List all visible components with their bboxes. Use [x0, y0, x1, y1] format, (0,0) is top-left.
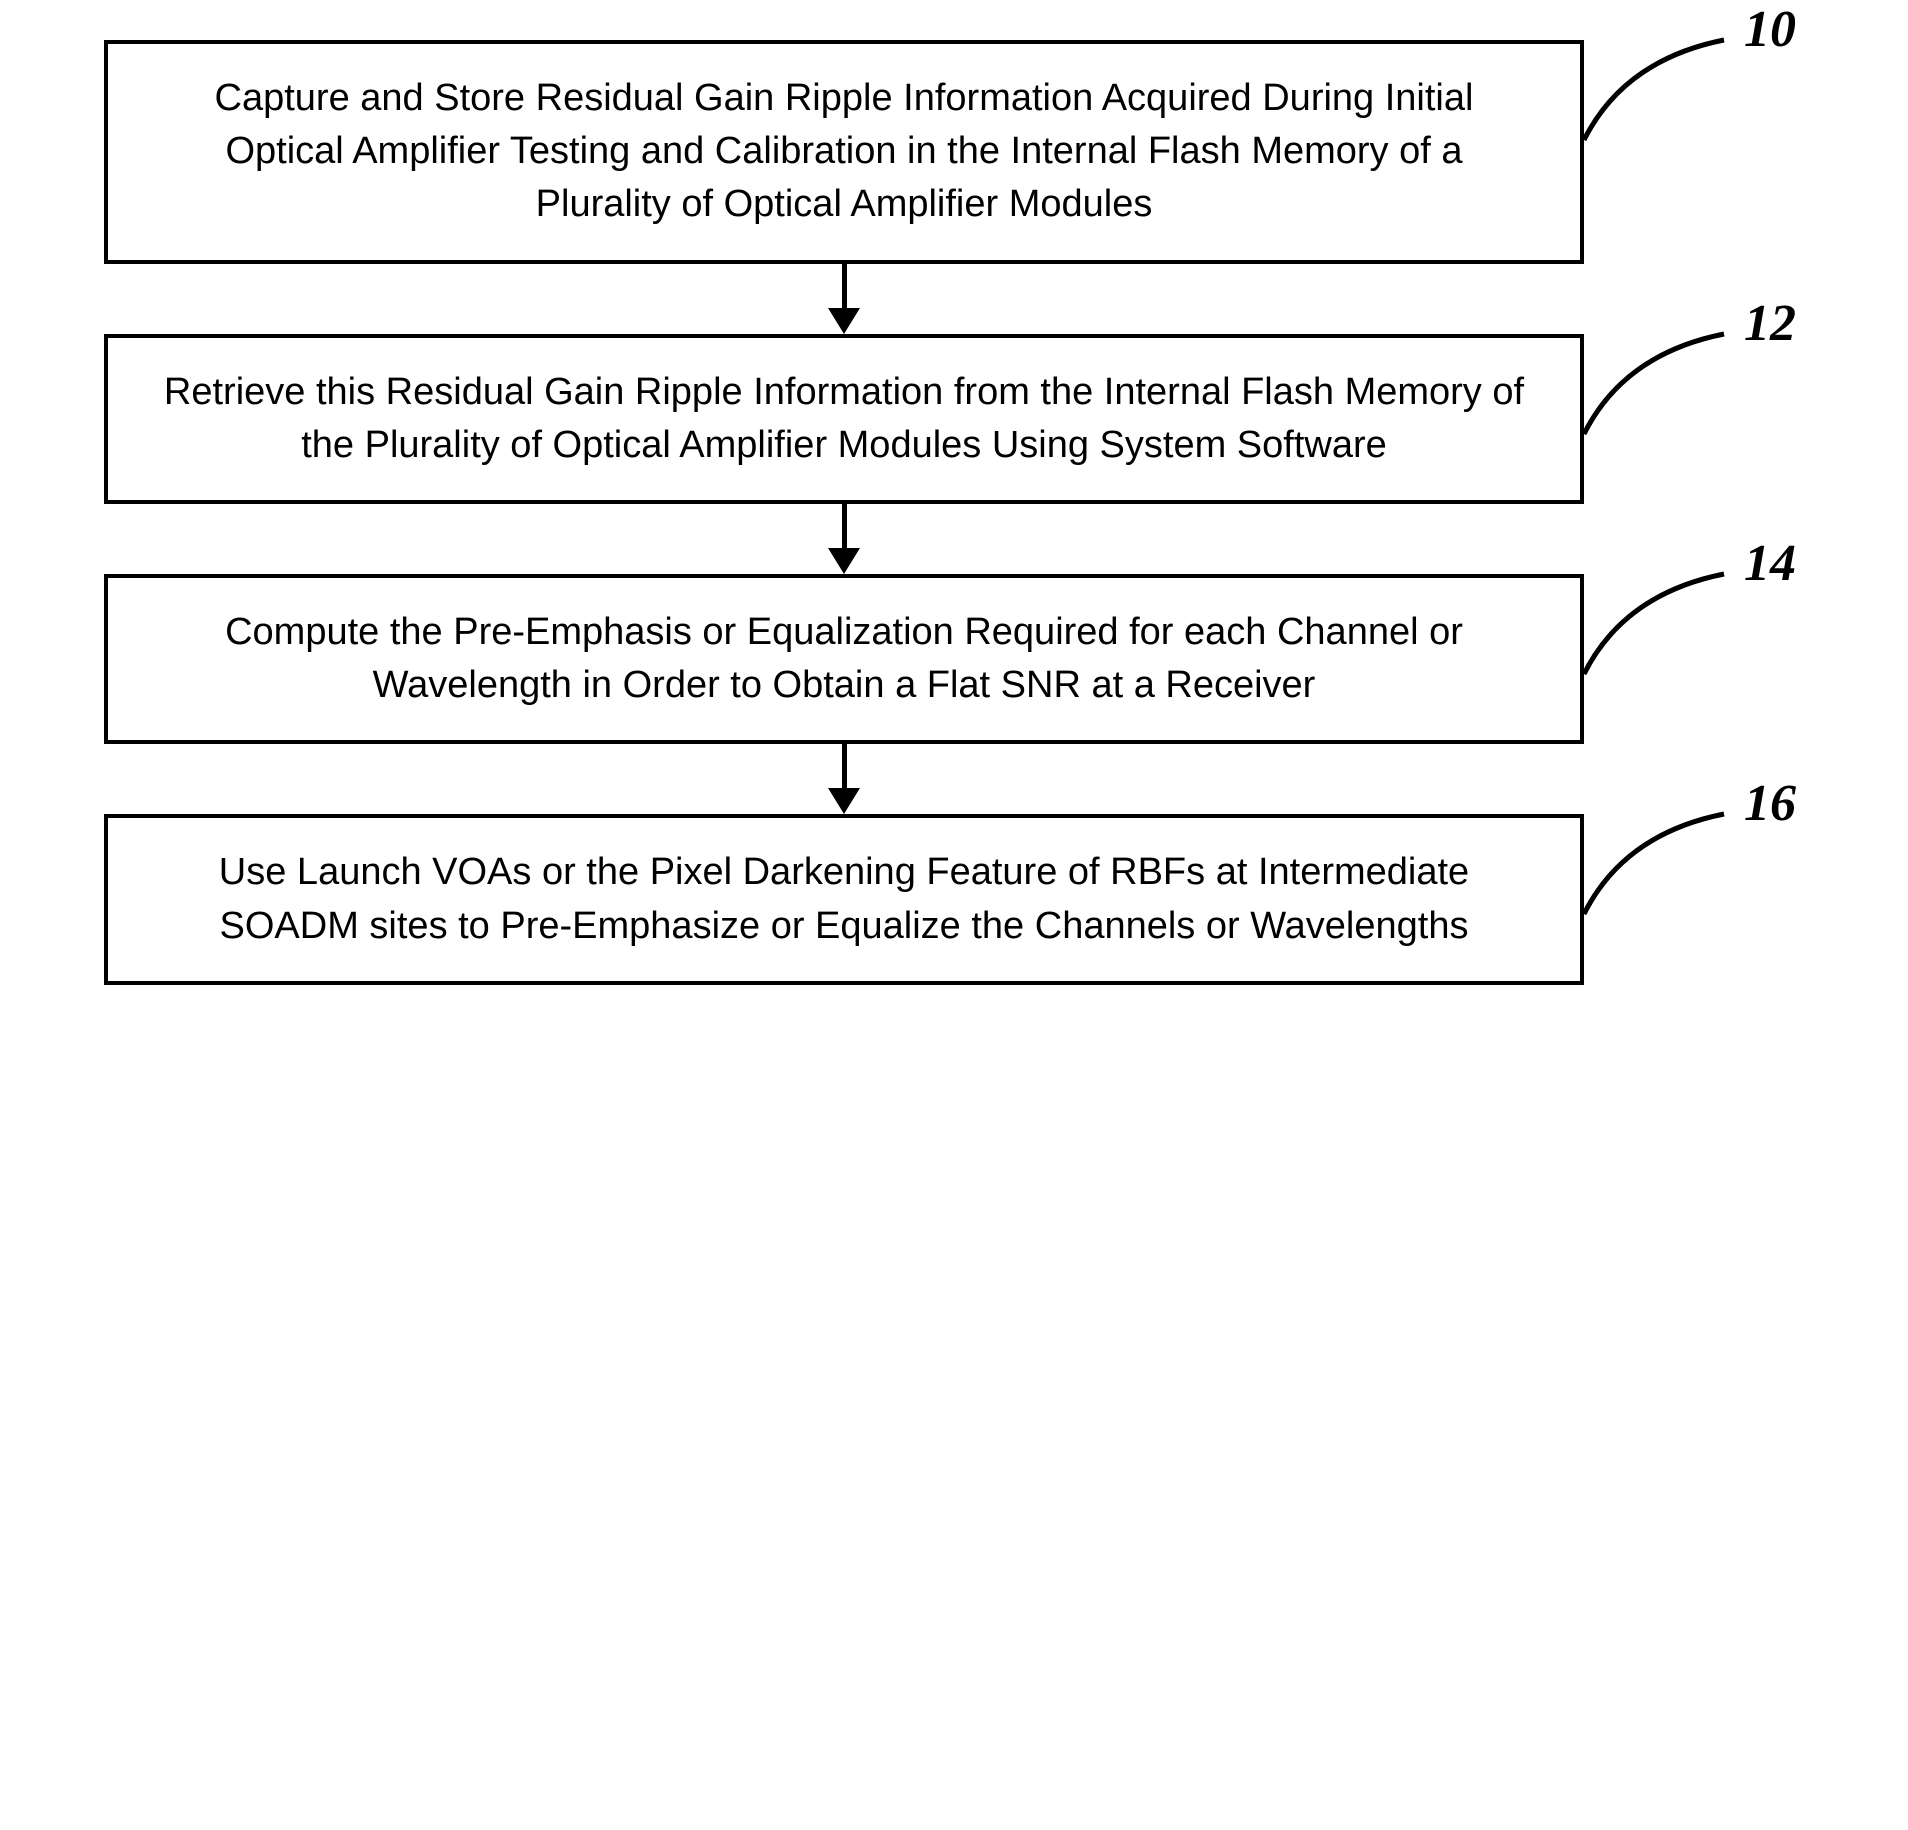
step-1-box: Capture and Store Residual Gain Ripple I… — [104, 40, 1584, 264]
label-3: 14 — [1744, 534, 1796, 593]
step-2-text: Retrieve this Residual Gain Ripple Infor… — [164, 371, 1524, 466]
arrow-3 — [104, 744, 1584, 814]
arrow-3-line — [842, 744, 847, 794]
step-4-box: Use Launch VOAs or the Pixel Darkening F… — [104, 814, 1584, 984]
curve-3 — [1564, 554, 1764, 684]
arrow-2 — [104, 504, 1584, 574]
arrow-1-head — [828, 308, 860, 334]
curve-1 — [1564, 20, 1764, 150]
flowchart-container: 10 Capture and Store Residual Gain Rippl… — [104, 40, 1804, 985]
curve-4 — [1564, 794, 1764, 924]
arrow-2-head — [828, 548, 860, 574]
arrow-3-head — [828, 788, 860, 814]
label-4: 16 — [1744, 774, 1796, 833]
step-3-text: Compute the Pre-Emphasis or Equalization… — [225, 611, 1463, 706]
step-1-text: Capture and Store Residual Gain Ripple I… — [215, 77, 1474, 225]
arrow-2-line — [842, 504, 847, 554]
step-1-container: 10 Capture and Store Residual Gain Rippl… — [104, 40, 1804, 264]
step-3-container: 14 Compute the Pre-Emphasis or Equalizat… — [104, 574, 1804, 744]
step-3-box: Compute the Pre-Emphasis or Equalization… — [104, 574, 1584, 744]
arrow-1 — [104, 264, 1584, 334]
step-4-text: Use Launch VOAs or the Pixel Darkening F… — [219, 851, 1469, 946]
step-2-container: 12 Retrieve this Residual Gain Ripple In… — [104, 334, 1804, 504]
arrow-1-line — [842, 264, 847, 314]
step-2-box: Retrieve this Residual Gain Ripple Infor… — [104, 334, 1584, 504]
label-1: 10 — [1744, 0, 1796, 59]
step-4-container: 16 Use Launch VOAs or the Pixel Darkenin… — [104, 814, 1804, 984]
curve-2 — [1564, 314, 1764, 444]
label-2: 12 — [1744, 294, 1796, 353]
